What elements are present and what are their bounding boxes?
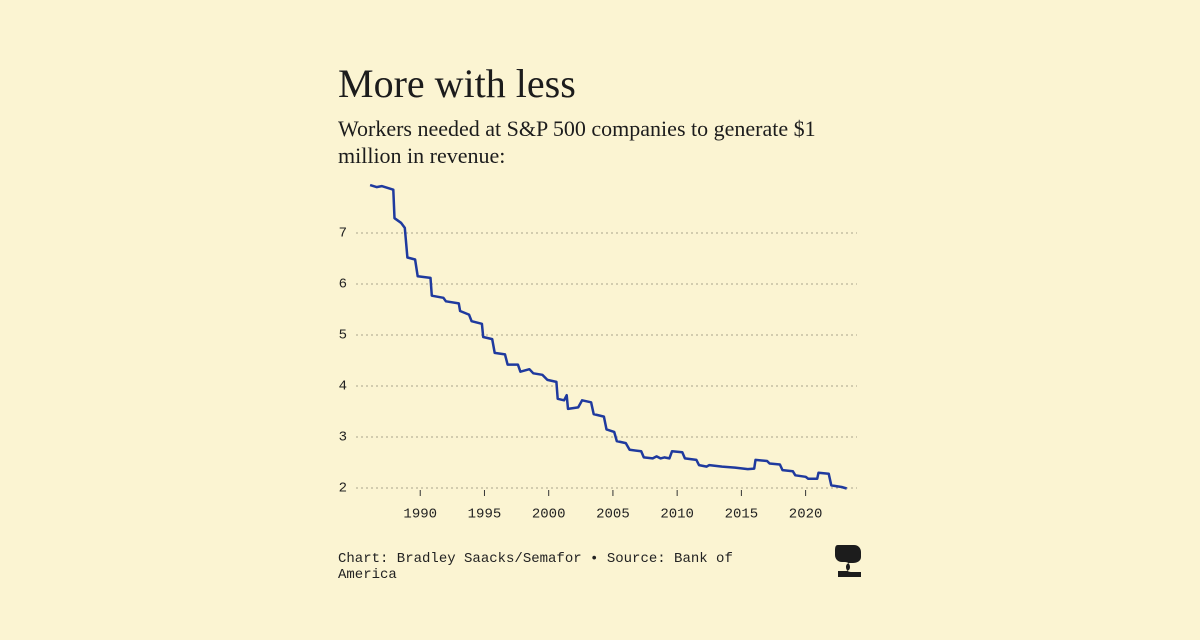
- y-tick-label: 4: [339, 379, 347, 395]
- x-tick-label: 1995: [468, 507, 502, 523]
- y-tick-label: 6: [339, 277, 347, 293]
- chart-title: More with less: [338, 61, 576, 106]
- x-tick-label: 2020: [789, 507, 823, 523]
- x-tick-label: 2015: [725, 507, 759, 523]
- source-note: America: [338, 567, 397, 583]
- logo: [835, 545, 861, 577]
- y-tick-label: 3: [339, 430, 347, 446]
- chart-subtitle: Workers needed at S&P 500 companies to g…: [338, 116, 816, 141]
- x-tick-label: 2000: [532, 507, 566, 523]
- x-tick-label: 2010: [660, 507, 694, 523]
- data-line: [369, 183, 848, 490]
- y-tick-label: 7: [339, 226, 347, 242]
- source-note: Chart: Bradley Saacks/Semafor • Source: …: [338, 551, 733, 567]
- y-tick-label: 5: [339, 328, 347, 344]
- chart-subtitle: million in revenue:: [338, 143, 505, 168]
- x-tick-label: 2005: [596, 507, 630, 523]
- y-tick-label: 2: [339, 481, 347, 497]
- x-tick-label: 1990: [403, 507, 437, 523]
